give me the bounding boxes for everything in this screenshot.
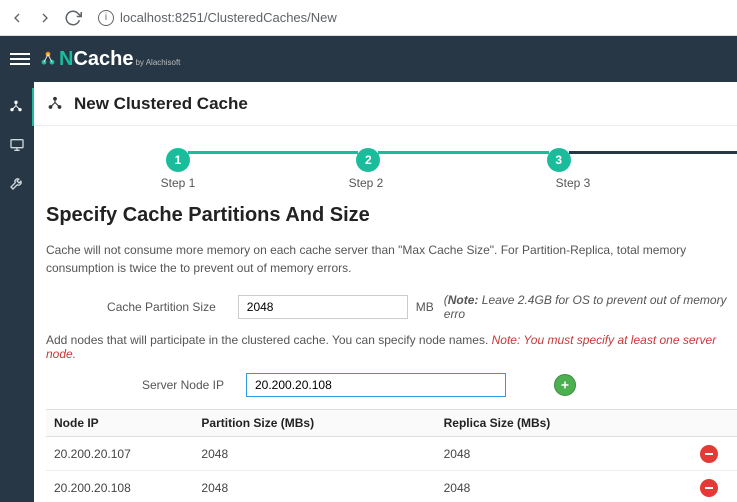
section-title: Specify Cache Partitions And Size [46, 204, 737, 227]
step-bar-3-4 [569, 151, 737, 154]
sidebar-item-monitor[interactable] [0, 126, 34, 164]
th-node-ip: Node IP [46, 410, 193, 437]
cell-ip: 20.200.20.107 [46, 437, 193, 471]
site-info-icon[interactable]: i [98, 10, 114, 26]
cluster-icon [46, 95, 64, 113]
cell-replica: 2048 [436, 437, 678, 471]
add-node-button[interactable] [554, 374, 576, 396]
step-3-circle: 3 [547, 148, 571, 172]
partition-size-unit: MB [416, 300, 434, 314]
step-2-label: Step 2 [346, 176, 386, 190]
step-3-label: Step 3 [553, 176, 593, 190]
cell-partition: 2048 [193, 437, 435, 471]
step-bar-2-3 [378, 151, 548, 154]
step-1[interactable]: 1 [166, 148, 190, 172]
brand-subtitle: by Alachisoft [135, 58, 180, 67]
url-bar[interactable]: i localhost:8251/ClusteredCaches/New [98, 10, 337, 26]
step-1-label: Step 1 [158, 176, 198, 190]
partition-size-row: Cache Partition Size MB (Note: Leave 2.4… [46, 293, 737, 321]
table-row: 20.200.20.10720482048 [46, 437, 737, 471]
step-3[interactable]: 3 [547, 148, 571, 172]
cell-ip: 20.200.20.108 [46, 471, 193, 502]
step-labels: Step 1 Step 2 Step 3 [166, 176, 737, 190]
step-2[interactable]: 2 [356, 148, 380, 172]
th-replica-size: Replica Size (MBs) [436, 410, 678, 437]
th-actions [678, 410, 737, 437]
partition-size-input[interactable] [238, 295, 408, 319]
th-partition-size: Partition Size (MBs) [193, 410, 435, 437]
step-1-circle: 1 [166, 148, 190, 172]
partition-size-label: Cache Partition Size [46, 300, 238, 314]
sidebar-item-tools[interactable] [0, 164, 34, 202]
main-content: New Clustered Cache 1 2 3 Step 1 Step 2 … [34, 82, 737, 502]
app-header: NCache by Alachisoft [0, 36, 737, 82]
step-bar-1-2 [188, 151, 358, 154]
cell-replica: 2048 [436, 471, 678, 502]
wizard-stepper: 1 2 3 [166, 148, 737, 172]
menu-button[interactable] [10, 50, 30, 68]
url-text: localhost:8251/ClusteredCaches/New [120, 10, 337, 25]
page-title-bar: New Clustered Cache [34, 82, 737, 126]
sidebar-item-cluster[interactable] [0, 88, 34, 126]
server-node-input[interactable] [246, 373, 506, 397]
plus-icon [559, 379, 571, 391]
table-row: 20.200.20.10820482048 [46, 471, 737, 502]
browser-toolbar: i localhost:8251/ClusteredCaches/New [0, 0, 737, 36]
brand-prefix: N [59, 48, 73, 70]
server-node-row: Server Node IP [46, 373, 737, 397]
nodes-table: Node IP Partition Size (MBs) Replica Siz… [46, 409, 737, 502]
cell-partition: 2048 [193, 471, 435, 502]
page-title: New Clustered Cache [74, 94, 248, 114]
partition-size-hint: (Note: Leave 2.4GB for OS to prevent out… [444, 293, 737, 321]
back-button[interactable] [8, 9, 26, 27]
server-node-label: Server Node IP [46, 378, 246, 392]
brand-icon [40, 51, 56, 67]
step-2-circle: 2 [356, 148, 380, 172]
sidebar [0, 82, 34, 502]
reload-button[interactable] [64, 9, 82, 27]
forward-button[interactable] [36, 9, 54, 27]
brand-rest: Cache [73, 48, 133, 70]
section-description: Cache will not consume more memory on ea… [46, 241, 737, 277]
remove-node-button[interactable] [700, 479, 718, 497]
nodes-instruction: Add nodes that will participate in the c… [46, 333, 737, 361]
remove-node-button[interactable] [700, 445, 718, 463]
brand-logo: NCache by Alachisoft [40, 48, 180, 71]
